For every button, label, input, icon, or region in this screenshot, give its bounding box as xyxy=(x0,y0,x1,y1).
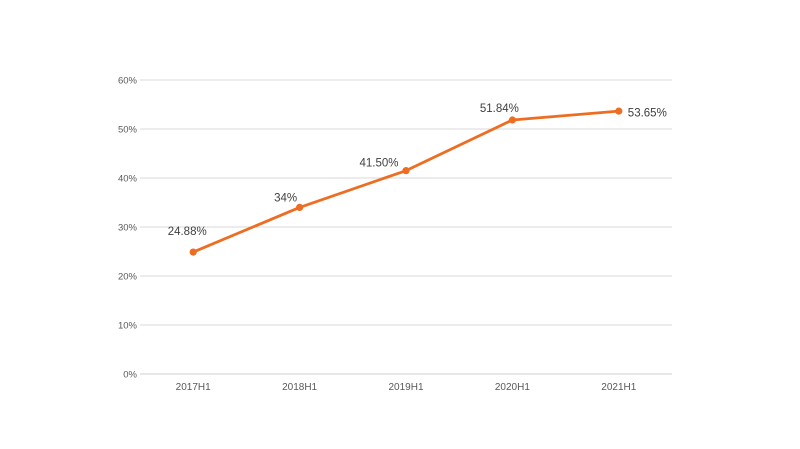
y-axis-tick-label: 10% xyxy=(118,321,138,332)
x-axis-tick-label: 2020H1 xyxy=(495,382,530,393)
y-axis-tick-label: 40% xyxy=(118,174,138,185)
x-axis-tick-label: 2019H1 xyxy=(388,382,423,393)
y-axis-tick-label: 20% xyxy=(118,272,138,283)
data-point-marker xyxy=(508,116,516,124)
y-axis-tick-label: 0% xyxy=(123,370,137,381)
y-axis-tick-label: 60% xyxy=(118,76,138,87)
y-axis-tick-label: 30% xyxy=(118,223,138,234)
x-axis-tick-label: 2018H1 xyxy=(282,382,317,393)
series-line xyxy=(191,109,621,254)
data-point-label: 24.88% xyxy=(168,226,207,238)
data-point-label: 41.50% xyxy=(359,158,398,170)
data-point-marker xyxy=(189,248,197,256)
data-point-label: 34% xyxy=(274,192,297,204)
data-point-marker xyxy=(615,107,623,115)
x-axis-tick-label: 2021H1 xyxy=(601,382,636,393)
data-point-marker xyxy=(402,167,410,175)
data-point-label: 51.84% xyxy=(480,103,519,115)
data-point-marker xyxy=(296,203,304,211)
y-axis-tick-label: 50% xyxy=(118,125,138,136)
x-axis-tick-label: 2017H1 xyxy=(176,382,211,393)
data-point-label: 53.65% xyxy=(628,108,667,120)
